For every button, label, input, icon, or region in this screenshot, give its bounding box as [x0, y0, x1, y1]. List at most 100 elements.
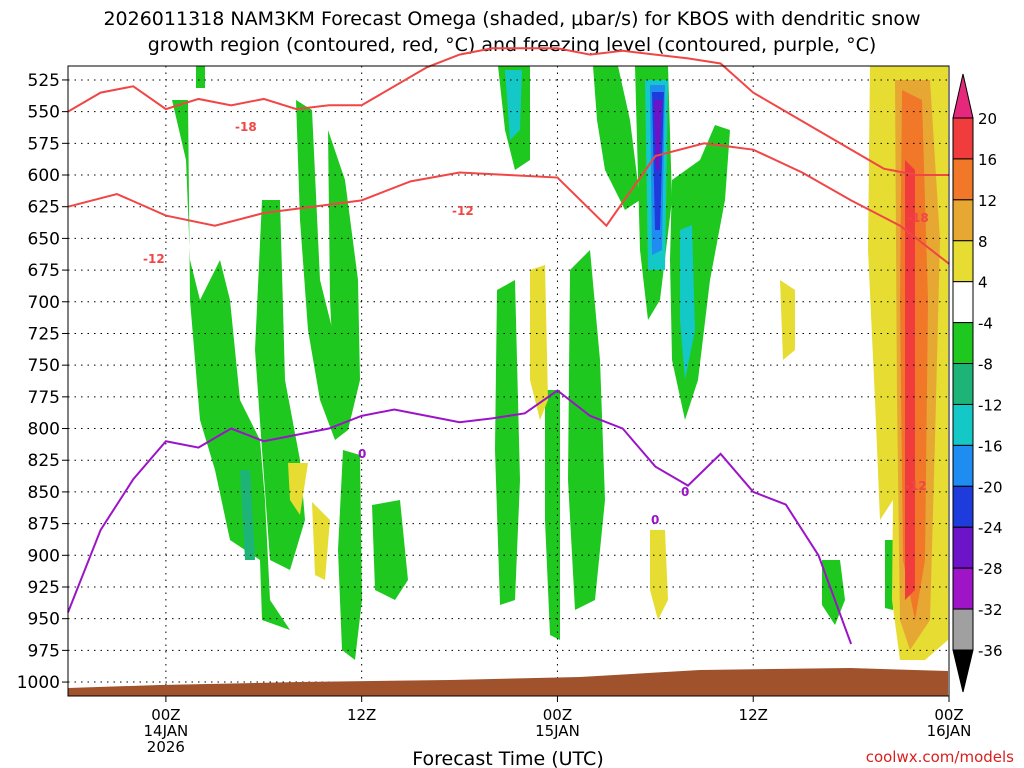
y-axis: 525 550 575 600 625 650 675 700 725 750 775 800 825 8… [17, 71, 68, 693]
y-tick-label: 700 [28, 293, 60, 313]
freezing-label: 0 [651, 513, 659, 527]
omega-region-downward [780, 280, 795, 360]
y-tick-label: 550 [28, 103, 60, 123]
y-tick-label: 975 [28, 641, 60, 661]
colorbar-bin [952, 158, 974, 201]
x-tick-label: 2026 [147, 738, 185, 756]
freezing-label: 0 [358, 447, 366, 461]
y-tick-label: 925 [28, 578, 60, 598]
y-tick-label: 650 [28, 229, 60, 249]
colorbar-label: -36 [978, 642, 1003, 660]
omega-region-downward [650, 530, 668, 620]
omega-region-upward [593, 66, 640, 210]
colorbar-bin [952, 567, 974, 610]
colorbar-bin [952, 444, 974, 487]
colorbar-label: 16 [978, 151, 997, 169]
colorbar-label: -12 [978, 396, 1003, 414]
chart-title-line2: growth region (contoured, red, °C) and f… [148, 34, 877, 56]
y-tick-label: 1000 [17, 673, 60, 693]
x-tick-label: 12Z [347, 706, 376, 724]
contours [67, 47, 950, 645]
omega-positive-shading [288, 66, 948, 660]
colorbar-label: -20 [978, 478, 1003, 496]
y-tick-label: 725 [28, 324, 60, 344]
omega-core-teal [240, 470, 255, 560]
dgz-label: -12 [143, 252, 165, 266]
omega-region-upward [885, 540, 893, 610]
x-tick-label: 16JAN [927, 722, 972, 740]
omega-region-downward [312, 502, 330, 580]
omega-region-upward [495, 280, 520, 605]
y-tick-label: 575 [28, 134, 60, 154]
site-credit: coolwx.com/models [866, 748, 1014, 766]
dgz-contour [67, 142, 950, 265]
y-tick-label: 625 [28, 198, 60, 218]
x-tick-label: 12Z [739, 706, 768, 724]
colorbar-label: -4 [978, 315, 993, 333]
omega-region-upward [328, 130, 360, 430]
colorbar-bin [952, 485, 974, 528]
colorbar-bin [952, 281, 974, 324]
colorbar-bin [952, 322, 974, 365]
x-axis-title: Forecast Time (UTC) [412, 748, 603, 768]
colorbar-bottom-arrow [952, 649, 974, 693]
omega-region-upward [568, 250, 605, 610]
dgz-label: -12 [905, 479, 927, 493]
colorbar-top-arrow [952, 73, 974, 119]
colorbar-label: -28 [978, 560, 1003, 578]
plot-frame [67, 65, 950, 697]
omega-region-upward [372, 500, 408, 600]
y-tick-label: 825 [28, 451, 60, 471]
contour-labels: -18 -12 -12 -18 -12 0 0 0 [143, 120, 929, 527]
plot-area: -18 -12 -12 -18 -12 0 0 0 [67, 47, 950, 697]
omega-region-downward [530, 265, 548, 420]
x-tick-label: 00Z [543, 706, 572, 724]
y-tick-label: 600 [28, 166, 60, 186]
colorbar-label: -16 [978, 437, 1003, 455]
dgz-label: -18 [235, 120, 257, 134]
y-tick-label: 950 [28, 610, 60, 630]
omega-region-downward [288, 463, 308, 515]
colorbar-label: 20 [978, 110, 997, 128]
omega-region-downward [905, 160, 915, 600]
y-tick-label: 775 [28, 388, 60, 408]
y-tick-label: 800 [28, 420, 60, 440]
colorbar: 20 16 12 8 4 -4 -8 -12 -16 -20 -24 -28 -32 -36 [952, 73, 1003, 693]
colorbar-label: 12 [978, 192, 997, 210]
terrain-surface [68, 668, 948, 696]
y-tick-label: 675 [28, 261, 60, 281]
colorbar-bin [952, 526, 974, 569]
colorbar-label: -32 [978, 601, 1003, 619]
x-tick-label: 00Z [151, 706, 180, 724]
colorbar-bin [952, 608, 974, 651]
y-tick-label: 850 [28, 483, 60, 503]
colorbar-bin [952, 240, 974, 283]
omega-region-upward [196, 66, 205, 88]
colorbar-label: 8 [978, 233, 988, 251]
x-tick-label: 15JAN [535, 722, 580, 740]
freezing-level-contour [67, 389, 853, 645]
chart-title-line1: 2026011318 NAM3KM Forecast Omega (shaded… [103, 8, 920, 30]
omega-core-purple [654, 100, 662, 170]
omega-region-upward [545, 390, 560, 640]
dgz-label: -12 [452, 204, 474, 218]
y-tick-label: 900 [28, 546, 60, 566]
x-tick-label: 00Z [934, 706, 963, 724]
colorbar-label: 4 [978, 274, 988, 292]
omega-core-teal [680, 225, 695, 380]
colorbar-bin [952, 117, 974, 160]
y-tick-label: 875 [28, 515, 60, 535]
omega-region-upward [338, 450, 362, 660]
omega-region-upward [822, 560, 845, 625]
dgz-contour [67, 47, 949, 177]
colorbar-label: -8 [978, 356, 993, 374]
colorbar-bin [952, 199, 974, 242]
omega-core-teal [505, 70, 522, 140]
x-tick-label: 14JAN [144, 722, 189, 740]
colorbar-bin [952, 363, 974, 405]
freezing-label: 0 [681, 485, 689, 499]
colorbar-label: -24 [978, 519, 1003, 537]
y-tick-label: 525 [28, 71, 60, 91]
